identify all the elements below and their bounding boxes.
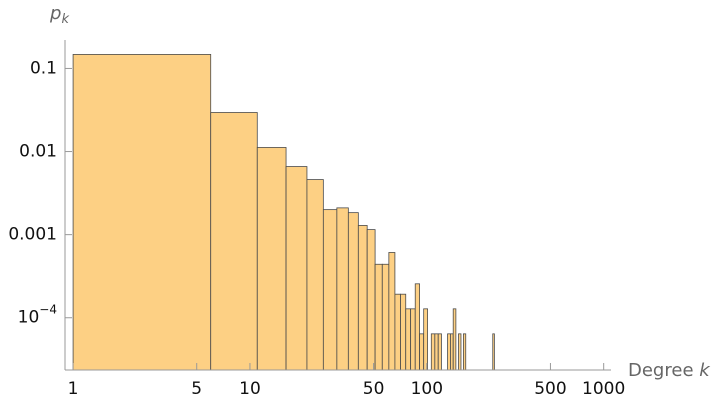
bar — [447, 333, 451, 371]
bar — [430, 333, 436, 371]
bar — [366, 229, 376, 371]
y-tick-label: 0.01 — [19, 142, 57, 162]
bar — [452, 308, 457, 371]
bar — [462, 333, 467, 371]
x-tick-label: 50 — [363, 379, 385, 399]
x-tick-label: 100 — [411, 379, 443, 399]
bar — [450, 333, 454, 371]
bar — [374, 263, 383, 371]
y-axis-title-main: p — [49, 3, 61, 24]
bar — [419, 333, 425, 371]
x-axis-title-main: Degree — [628, 360, 694, 381]
y-tick-label: 0.001 — [8, 225, 57, 245]
y-tick-label: 0.1 — [30, 58, 57, 78]
x-tick-label: 500 — [534, 379, 566, 399]
bar — [414, 283, 420, 371]
bar — [357, 225, 368, 371]
x-tick-label: 1 — [68, 379, 79, 399]
bar — [336, 207, 349, 371]
bar — [405, 308, 412, 371]
bar — [434, 333, 439, 371]
bar — [394, 293, 401, 371]
bar — [381, 263, 390, 371]
y-tick-label: 10−4 — [18, 302, 57, 328]
y-axis-title-sub: k — [61, 12, 69, 27]
bar — [423, 308, 428, 371]
bar — [400, 293, 407, 371]
x-tick-label: 5 — [191, 379, 202, 399]
bar — [256, 147, 287, 371]
x-tick-label: 1000 — [582, 379, 625, 399]
bar — [306, 179, 324, 371]
x-axis-title: Degree k — [628, 360, 711, 381]
bar — [458, 333, 462, 371]
bar — [322, 209, 338, 371]
y-tick-label-base: 10 — [18, 308, 40, 328]
y-tick-label-exponent: −4 — [39, 302, 57, 316]
bar — [388, 252, 396, 371]
y-axis-title: pk — [49, 3, 69, 27]
bar — [437, 333, 442, 371]
bar — [347, 212, 359, 371]
x-axis-title-var: k — [699, 360, 711, 381]
bar — [210, 112, 258, 371]
bar — [492, 333, 495, 371]
bar — [410, 308, 416, 371]
bar — [285, 166, 308, 371]
x-tick-label: 10 — [239, 379, 261, 399]
bar — [72, 54, 212, 371]
